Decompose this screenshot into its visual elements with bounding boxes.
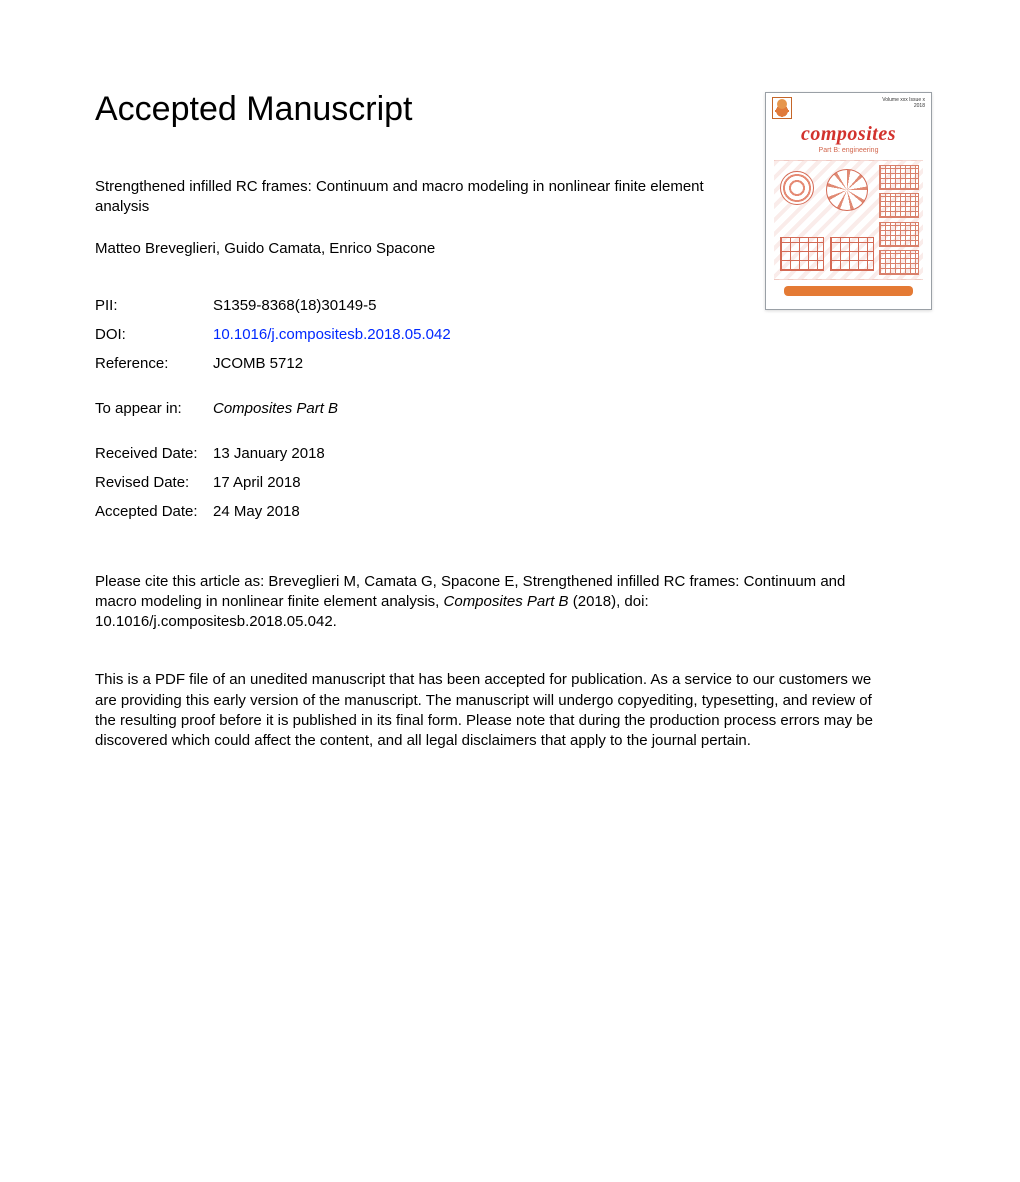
reference-value: JCOMB 5712 (213, 355, 451, 400)
revised-label: Revised Date: (95, 474, 213, 503)
cover-volume-info: Volume xxx Issue x 2018 (882, 97, 925, 109)
revised-value: 17 April 2018 (213, 474, 451, 503)
accepted-label: Accepted Date: (95, 503, 213, 532)
disclaimer-text: This is a PDF file of an unedited manusc… (95, 670, 885, 751)
cover-journal-title: composites (766, 121, 931, 147)
doi-link[interactable]: 10.1016/j.compositesb.2018.05.042 (213, 326, 451, 343)
journal-cover-thumbnail: Volume xxx Issue x 2018 composites Part … (765, 92, 932, 310)
citation-journal: Composites Part B (444, 593, 569, 610)
metadata-table: PII: S1359-8368(18)30149-5 DOI: 10.1016/… (95, 297, 451, 532)
citation-text: Please cite this article as: Breveglieri… (95, 572, 855, 633)
doi-label: DOI: (95, 326, 213, 355)
accepted-value: 24 May 2018 (213, 503, 451, 532)
elsevier-logo-icon (772, 97, 792, 119)
appear-value: Composites Part B (213, 400, 451, 445)
received-value: 13 January 2018 (213, 445, 451, 474)
reference-label: Reference: (95, 355, 213, 400)
cover-journal-subtitle: Part B: engineering (766, 147, 931, 154)
pii-value: S1359-8368(18)30149-5 (213, 297, 451, 326)
appear-label: To appear in: (95, 400, 213, 445)
received-label: Received Date: (95, 445, 213, 474)
article-title: Strengthened infilled RC frames: Continu… (95, 177, 720, 218)
cover-footer-bar (784, 286, 913, 296)
pii-label: PII: (95, 297, 213, 326)
cover-artwork (774, 160, 923, 280)
